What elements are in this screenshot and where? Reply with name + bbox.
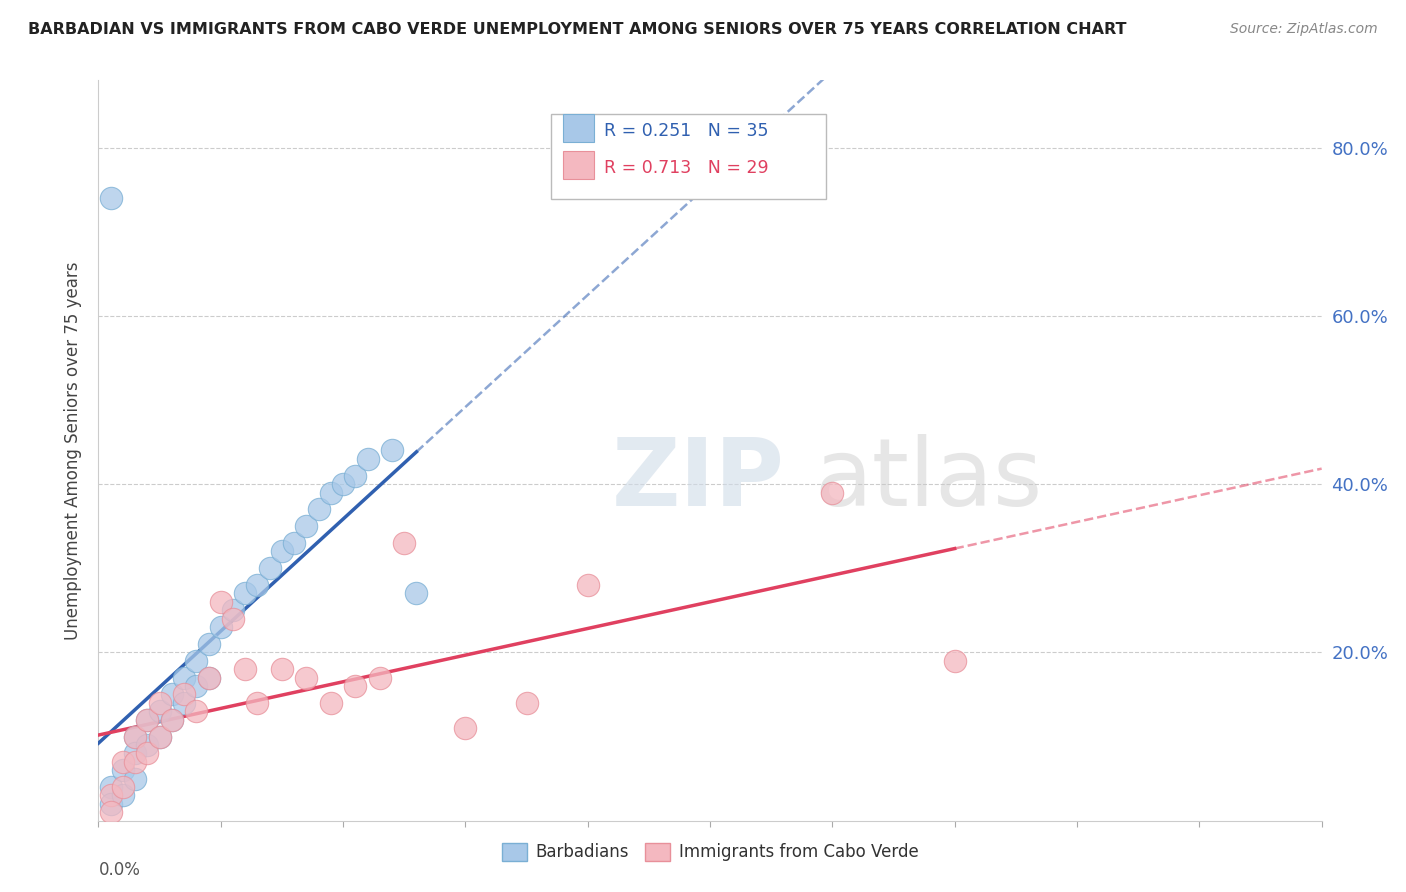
Bar xyxy=(564,113,593,142)
Point xyxy=(233,586,256,600)
Point xyxy=(149,730,172,744)
Point xyxy=(149,730,172,744)
Point xyxy=(405,586,427,600)
Point xyxy=(222,612,245,626)
Point xyxy=(136,713,159,727)
Point xyxy=(136,738,159,752)
Bar xyxy=(564,151,593,178)
Point xyxy=(186,679,208,693)
Text: ZIP: ZIP xyxy=(612,434,785,526)
Point xyxy=(149,696,172,710)
Point xyxy=(186,704,208,718)
Point xyxy=(160,688,183,702)
Point xyxy=(100,191,122,205)
Point xyxy=(308,502,330,516)
Point xyxy=(111,755,134,769)
Point xyxy=(149,704,172,718)
Point xyxy=(319,485,342,500)
Point xyxy=(283,536,305,550)
Point xyxy=(270,662,292,676)
Point xyxy=(319,696,342,710)
Point xyxy=(111,780,134,794)
Point xyxy=(111,763,134,777)
Y-axis label: Unemployment Among Seniors over 75 years: Unemployment Among Seniors over 75 years xyxy=(63,261,82,640)
Text: Source: ZipAtlas.com: Source: ZipAtlas.com xyxy=(1230,22,1378,37)
Point xyxy=(136,713,159,727)
Point xyxy=(943,654,966,668)
Point xyxy=(344,679,367,693)
Point xyxy=(124,772,146,786)
Point xyxy=(197,671,219,685)
Point xyxy=(270,544,292,558)
Point xyxy=(259,561,281,575)
Point xyxy=(100,805,122,820)
Point xyxy=(381,443,404,458)
Point xyxy=(246,696,269,710)
Point xyxy=(576,578,599,592)
Point xyxy=(160,713,183,727)
Point xyxy=(821,485,844,500)
Point xyxy=(295,519,318,533)
Point xyxy=(173,688,195,702)
Point xyxy=(173,671,195,685)
Point xyxy=(356,451,378,466)
Point xyxy=(197,671,219,685)
Point xyxy=(209,620,232,634)
Point xyxy=(100,797,122,811)
Point xyxy=(197,637,219,651)
Text: atlas: atlas xyxy=(814,434,1042,526)
Point xyxy=(233,662,256,676)
Point xyxy=(209,595,232,609)
Point xyxy=(295,671,318,685)
Text: R = 0.251   N = 35: R = 0.251 N = 35 xyxy=(603,122,768,140)
Point xyxy=(344,468,367,483)
Text: R = 0.713   N = 29: R = 0.713 N = 29 xyxy=(603,160,768,178)
Point xyxy=(100,780,122,794)
Point xyxy=(332,477,354,491)
Point xyxy=(246,578,269,592)
Legend: Barbadians, Immigrants from Cabo Verde: Barbadians, Immigrants from Cabo Verde xyxy=(495,836,925,868)
Point xyxy=(124,730,146,744)
Point xyxy=(186,654,208,668)
Point xyxy=(136,747,159,761)
Point xyxy=(124,747,146,761)
Point xyxy=(454,721,477,735)
Point xyxy=(392,536,416,550)
Point xyxy=(100,789,122,803)
Text: BARBADIAN VS IMMIGRANTS FROM CABO VERDE UNEMPLOYMENT AMONG SENIORS OVER 75 YEARS: BARBADIAN VS IMMIGRANTS FROM CABO VERDE … xyxy=(28,22,1126,37)
Text: 0.0%: 0.0% xyxy=(98,862,141,880)
Point xyxy=(124,755,146,769)
Point xyxy=(160,713,183,727)
FancyBboxPatch shape xyxy=(551,113,827,199)
Point xyxy=(368,671,391,685)
Point xyxy=(124,730,146,744)
Point xyxy=(173,696,195,710)
Point xyxy=(111,789,134,803)
Point xyxy=(222,603,245,617)
Point xyxy=(516,696,538,710)
